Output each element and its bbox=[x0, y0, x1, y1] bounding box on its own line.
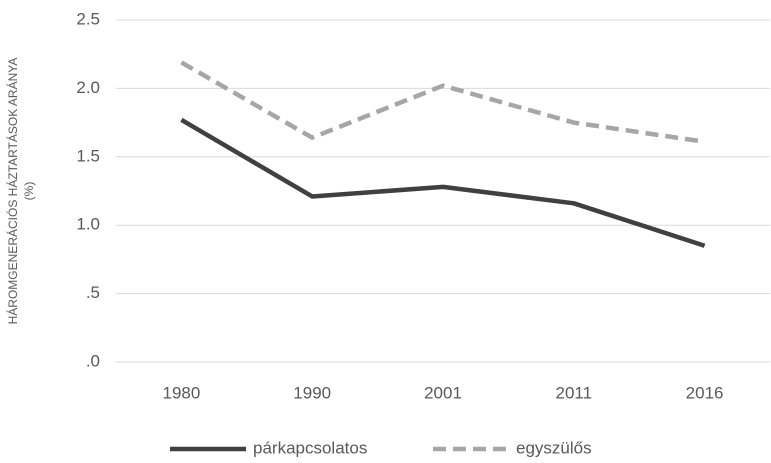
series-line bbox=[180, 60, 705, 144]
y-tick-label: .5 bbox=[86, 283, 100, 302]
y-tick-label: 2.5 bbox=[76, 9, 100, 28]
legend-label: egyszülős bbox=[516, 438, 592, 457]
legend-label: párkapcsolatos bbox=[253, 438, 367, 457]
x-tick-label: 1990 bbox=[293, 383, 331, 402]
series-line bbox=[180, 117, 706, 248]
y-tick-label: 1.5 bbox=[76, 146, 100, 165]
x-tick-label: 2016 bbox=[686, 383, 724, 402]
x-tick-label: 1980 bbox=[162, 383, 200, 402]
y-axis-title-line: HÁROMGENERÁCIÓS HÁZTARTÁSOK ARÁNYA bbox=[5, 58, 20, 325]
y-axis-title: HÁROMGENERÁCIÓS HÁZTARTÁSOK ARÁNYA (%) bbox=[5, 58, 36, 325]
y-tick-label: 2.0 bbox=[76, 78, 100, 97]
x-tick-label: 2001 bbox=[424, 383, 462, 402]
y-tick-label: .0 bbox=[86, 351, 100, 370]
y-tick-label: 1.0 bbox=[76, 215, 100, 234]
x-tick-label: 2011 bbox=[556, 383, 593, 402]
y-axis-title-line: (%) bbox=[22, 182, 36, 201]
